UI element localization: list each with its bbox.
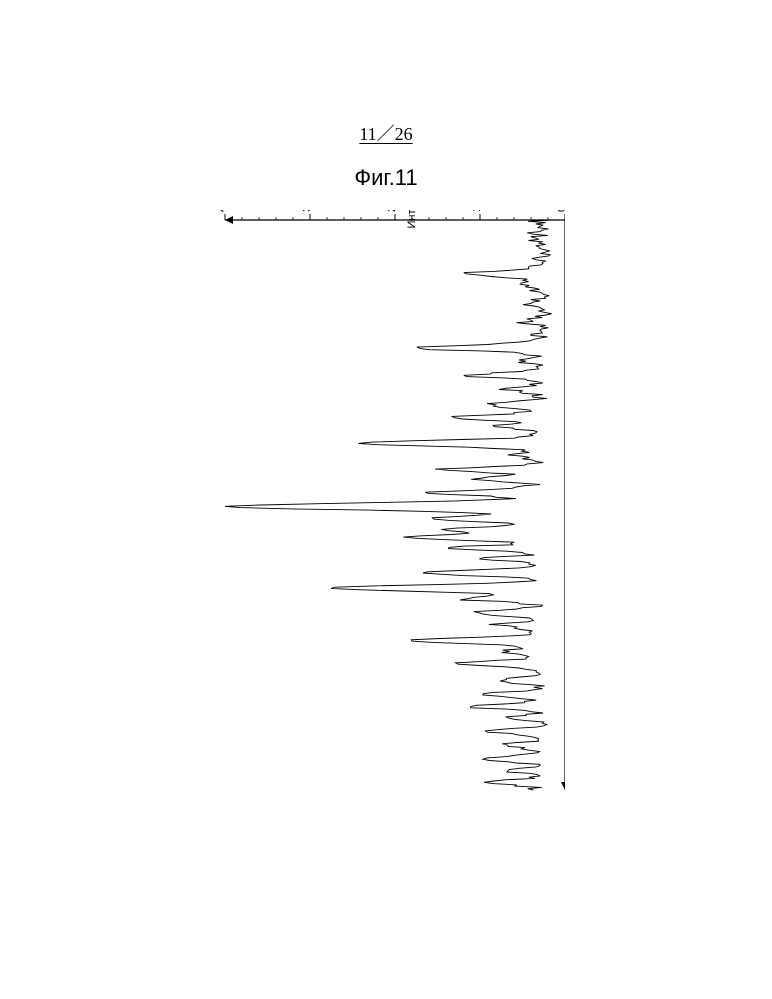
xrd-chart: 010203040Интенсивность3102030402 ΘПример… (195, 210, 565, 840)
figure-title: Фиг.11 (0, 165, 772, 191)
chart-svg: 010203040Интенсивность3102030402 ΘПример… (195, 210, 565, 840)
intensity-tick-label: 20 (386, 210, 398, 212)
page-number: 11／26 (0, 120, 772, 146)
intensity-axis-label: Интенсивность (406, 210, 418, 229)
intensity-tick-label: 0 (556, 210, 565, 212)
two-theta-axis-arrow (561, 782, 565, 790)
intensity-tick-label: 10 (471, 210, 483, 212)
intensity-tick-label: 40 (216, 210, 228, 212)
intensity-axis-arrow (225, 216, 233, 224)
intensity-tick-label: 30 (301, 210, 313, 212)
page: 11／26 Фиг.11 010203040Интенсивность31020… (0, 0, 772, 999)
xrd-trace (225, 220, 552, 790)
